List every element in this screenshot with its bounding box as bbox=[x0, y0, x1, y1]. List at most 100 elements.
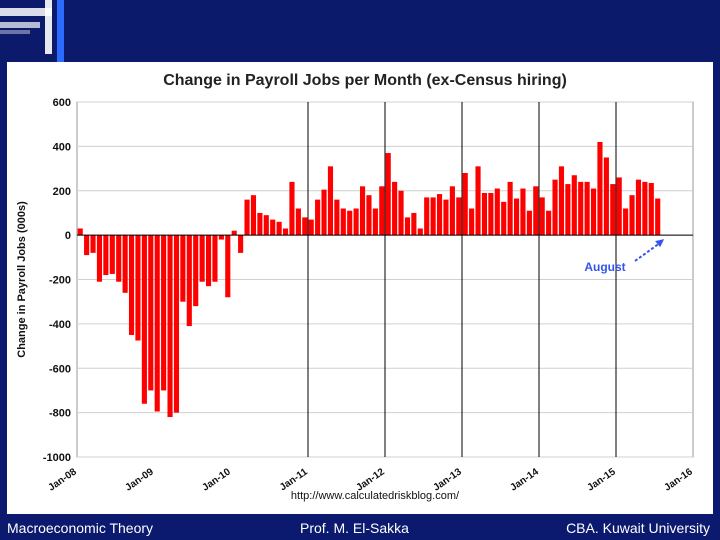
bar bbox=[404, 217, 411, 236]
bar bbox=[180, 235, 186, 302]
bar bbox=[244, 199, 250, 236]
footer-professor: Prof. M. El-Sakka bbox=[300, 520, 409, 536]
bar bbox=[366, 195, 372, 236]
bar bbox=[520, 188, 526, 236]
bar bbox=[501, 201, 507, 236]
bar bbox=[141, 235, 147, 404]
bar bbox=[462, 173, 468, 236]
bar bbox=[77, 228, 83, 236]
footer: Macroeconomic Theory Prof. M. El-Sakka C… bbox=[0, 514, 720, 540]
chart-panel: 600 400 200 0 -200 -400 -600 -800 -1000 Jan-08 Jan… bbox=[7, 62, 713, 514]
bar bbox=[469, 208, 475, 236]
bar bbox=[84, 235, 90, 256]
bar bbox=[148, 235, 154, 391]
bar bbox=[90, 235, 96, 253]
annotation-label: August bbox=[584, 260, 625, 274]
bar bbox=[449, 186, 455, 236]
x-tick-label: Jan-10 bbox=[200, 466, 233, 493]
bar bbox=[533, 186, 539, 236]
x-tick-label: Jan-16 bbox=[662, 466, 695, 493]
bar bbox=[507, 181, 513, 236]
bar bbox=[385, 153, 391, 236]
bar bbox=[109, 235, 115, 274]
bar bbox=[315, 199, 321, 236]
bar bbox=[96, 235, 103, 282]
bar bbox=[327, 166, 334, 236]
bar bbox=[430, 197, 436, 236]
bar bbox=[539, 197, 545, 236]
y-axis-label: Change in Payroll Jobs (000s) bbox=[16, 201, 28, 358]
chart-title: Change in Payroll Jobs per Month (ex-Cen… bbox=[163, 72, 567, 89]
bar bbox=[173, 235, 180, 413]
bar bbox=[218, 235, 224, 240]
y-tick-label: -200 bbox=[49, 275, 71, 287]
bar bbox=[436, 194, 443, 236]
bar bbox=[558, 166, 565, 236]
x-tick-label: Jan-14 bbox=[508, 466, 541, 493]
bar bbox=[128, 235, 135, 335]
bar bbox=[526, 210, 532, 236]
bar bbox=[578, 181, 584, 236]
y-tick-label: 0 bbox=[65, 230, 71, 242]
bar bbox=[456, 197, 462, 236]
bar bbox=[552, 179, 558, 236]
bar bbox=[610, 184, 616, 236]
bar bbox=[584, 181, 590, 236]
source-label: http://www.calculatedriskblog.com/ bbox=[291, 490, 460, 502]
bar bbox=[424, 197, 430, 236]
y-tick-label: -800 bbox=[49, 408, 71, 420]
bar bbox=[295, 208, 301, 236]
bar bbox=[494, 188, 500, 236]
bar bbox=[257, 212, 263, 236]
bar bbox=[475, 166, 481, 236]
y-tick-label: 200 bbox=[53, 186, 71, 198]
bar bbox=[302, 217, 308, 236]
bar bbox=[167, 235, 173, 418]
bar bbox=[225, 235, 231, 298]
footer-course: Macroeconomic Theory bbox=[7, 520, 154, 536]
bar bbox=[616, 177, 622, 236]
bar bbox=[321, 189, 327, 236]
bar bbox=[546, 210, 552, 236]
bar bbox=[372, 208, 378, 236]
bar bbox=[379, 186, 385, 236]
x-tick-label: Jan-08 bbox=[46, 466, 79, 493]
y-tick-label: -1000 bbox=[43, 452, 71, 464]
header-decoration bbox=[0, 0, 64, 62]
bar bbox=[488, 192, 494, 236]
bar bbox=[629, 195, 635, 236]
x-tick-label: Jan-15 bbox=[585, 466, 618, 493]
bar bbox=[571, 175, 577, 236]
header-band bbox=[0, 0, 720, 62]
y-tick-label: 600 bbox=[53, 97, 71, 109]
bar bbox=[642, 181, 648, 236]
bar bbox=[597, 141, 603, 236]
bar bbox=[161, 235, 167, 391]
bar bbox=[347, 210, 353, 236]
bar bbox=[135, 235, 141, 341]
bar bbox=[353, 208, 359, 236]
y-tick-label: 400 bbox=[53, 141, 71, 153]
bar bbox=[263, 215, 269, 236]
y-tick-label: -400 bbox=[49, 319, 71, 331]
bar bbox=[231, 230, 237, 236]
bar bbox=[193, 235, 199, 307]
bar bbox=[565, 184, 571, 236]
bar bbox=[250, 195, 257, 236]
annotation-arrow bbox=[634, 241, 662, 262]
bar bbox=[655, 198, 661, 236]
bar bbox=[270, 219, 276, 236]
bar bbox=[308, 219, 314, 236]
bar bbox=[590, 188, 597, 236]
bar bbox=[103, 235, 109, 276]
bar bbox=[212, 235, 218, 282]
bar bbox=[340, 208, 346, 236]
bar bbox=[289, 181, 295, 236]
bar bbox=[154, 235, 160, 412]
bar bbox=[411, 212, 417, 236]
bar bbox=[417, 228, 423, 236]
bar bbox=[513, 198, 520, 236]
bar bbox=[334, 199, 340, 236]
bar bbox=[623, 208, 629, 236]
bar bbox=[276, 221, 282, 236]
